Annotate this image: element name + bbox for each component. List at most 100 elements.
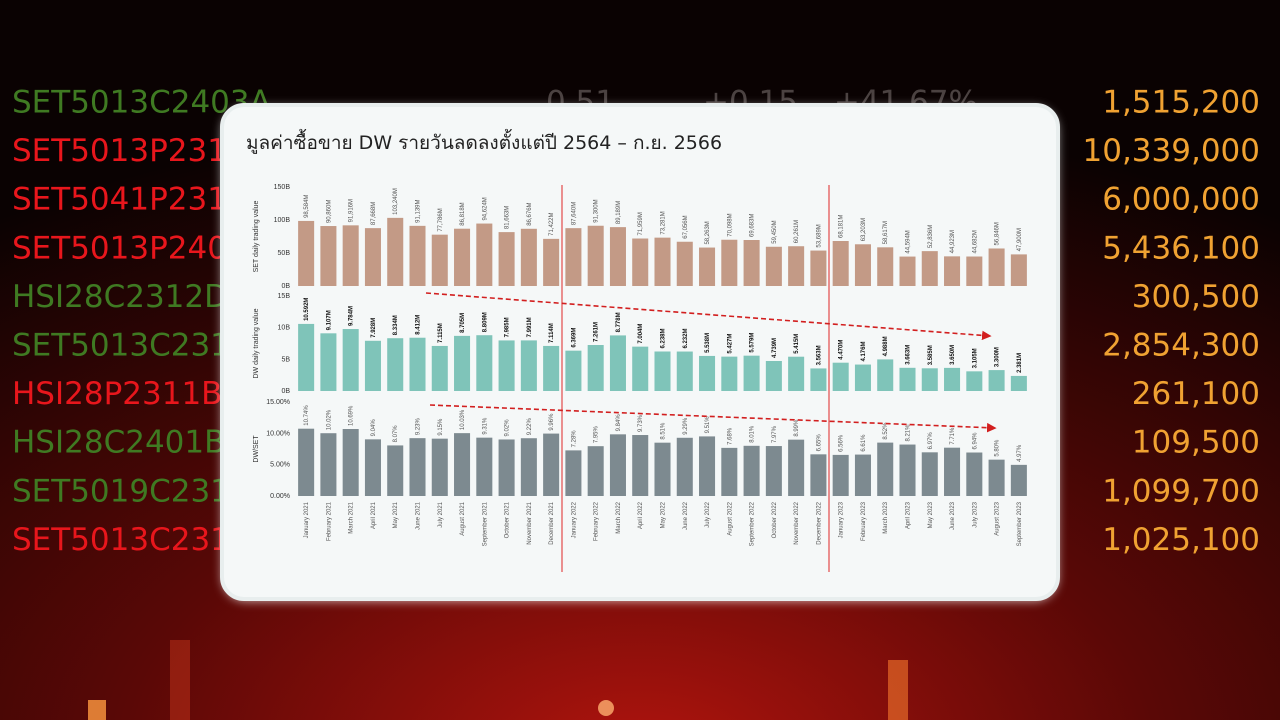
bar	[587, 225, 604, 286]
value-label: 6.65%	[816, 434, 822, 452]
value-label: 10.02%	[326, 409, 332, 430]
value-label: 3.300M	[995, 347, 1001, 367]
x-tick-label: October 2022	[772, 501, 778, 538]
bar	[721, 239, 738, 286]
value-label: 9.784M	[349, 306, 355, 326]
bar	[854, 454, 871, 496]
y-tick-label: 10B	[278, 325, 291, 332]
ticker-volume: 1,515,200	[1102, 85, 1260, 121]
bar	[565, 450, 582, 496]
value-label: 10.592M	[304, 298, 310, 321]
value-label: 6.94%	[972, 432, 978, 450]
bar	[565, 350, 582, 391]
y-tick-label: 50B	[278, 250, 291, 257]
x-tick-label: October 2021	[505, 501, 511, 538]
bar	[1010, 375, 1027, 391]
y-tick-label: 0B	[281, 388, 290, 395]
ticker-volume: 5,436,100	[1102, 230, 1260, 266]
bar	[944, 447, 961, 496]
bar	[832, 362, 849, 391]
value-label: 60,261M	[794, 220, 800, 243]
value-label: 8.809M	[482, 312, 488, 332]
value-label: 8.334M	[393, 315, 399, 335]
bar	[498, 232, 515, 286]
value-label: 87,640M	[571, 202, 577, 225]
value-label: 8.21%	[906, 424, 912, 442]
x-tick-label: May 2021	[393, 501, 399, 528]
value-label: 68,181M	[839, 215, 845, 238]
x-tick-label: February 2022	[594, 501, 600, 541]
x-tick-label: June 2021	[416, 501, 422, 530]
value-label: 8.07%	[393, 425, 399, 443]
x-tick-label: June 2023	[950, 501, 956, 530]
value-label: 5.538M	[705, 333, 711, 353]
value-label: 8.778M	[616, 312, 622, 332]
bar	[654, 237, 671, 286]
bar	[832, 454, 849, 496]
value-label: 5.80%	[995, 439, 1001, 457]
y-tick-label: 100B	[274, 217, 291, 224]
bar	[676, 351, 693, 391]
value-label: 56,846M	[995, 222, 1001, 245]
value-label: 67,056M	[683, 215, 689, 238]
bar	[743, 355, 760, 391]
bar	[921, 452, 938, 496]
value-label: 6.97%	[928, 432, 934, 450]
bar	[966, 256, 983, 286]
x-tick-label: July 2023	[972, 501, 978, 527]
value-label: 90,860M	[326, 200, 332, 223]
value-label: 7.68%	[727, 427, 733, 445]
x-tick-label: March 2023	[883, 501, 889, 533]
value-label: 8.51%	[661, 422, 667, 440]
y-tick-label: 5.00%	[270, 462, 290, 469]
value-label: 7.114M	[549, 323, 555, 343]
bar	[899, 256, 916, 286]
value-label: 10.69%	[349, 405, 355, 426]
bar	[788, 246, 805, 286]
value-label: 5.415M	[794, 334, 800, 354]
value-label: 73,281M	[661, 211, 667, 234]
value-label: 6.232M	[683, 329, 689, 349]
ticker-volume: 6,000,000	[1102, 182, 1260, 218]
bar	[609, 227, 626, 286]
x-tick-label: February 2023	[861, 501, 867, 541]
value-label: 5.579M	[750, 333, 756, 353]
value-label: 7.928M	[371, 318, 377, 338]
value-label: 9.04%	[371, 419, 377, 437]
value-label: 103,240M	[393, 188, 399, 215]
bar	[387, 338, 404, 391]
bar	[476, 335, 493, 391]
bar	[699, 436, 716, 496]
x-tick-label: January 2021	[304, 501, 310, 538]
value-label: 58,617M	[883, 221, 889, 244]
x-tick-label: July 2021	[438, 501, 444, 527]
value-label: 9.15%	[438, 418, 444, 436]
value-label: 86,818M	[460, 202, 466, 225]
chart-title: มูลค่าซื้อขาย DW รายวันลดลงตั้งแต่ปี 256…	[246, 129, 722, 154]
y-tick-label: 150B	[274, 184, 291, 191]
value-label: 8.52%	[883, 422, 889, 440]
bar	[476, 437, 493, 496]
value-label: 6.238M	[661, 328, 667, 348]
value-label: 77,786M	[438, 208, 444, 231]
bar	[854, 244, 871, 286]
value-label: 4.176M	[861, 342, 867, 362]
value-label: 71,422M	[549, 213, 555, 236]
bar	[387, 217, 404, 286]
x-tick-label: November 2022	[794, 501, 800, 544]
x-tick-label: March 2021	[349, 501, 355, 533]
value-label: 9.31%	[482, 417, 488, 435]
ticker-volume: 1,025,100	[1102, 522, 1260, 558]
bar	[409, 337, 426, 391]
ticker-volume: 2,854,300	[1102, 328, 1260, 364]
bar	[944, 367, 961, 391]
value-label: 8.412M	[416, 315, 422, 335]
bar	[476, 223, 493, 286]
value-label: 59,450M	[772, 220, 778, 243]
value-label: 69,683M	[750, 214, 756, 237]
x-tick-label: June 2022	[683, 501, 689, 530]
bar	[899, 444, 916, 496]
x-tick-label: September 2021	[482, 501, 488, 546]
x-tick-label: January 2022	[571, 501, 577, 538]
bar	[966, 371, 983, 391]
